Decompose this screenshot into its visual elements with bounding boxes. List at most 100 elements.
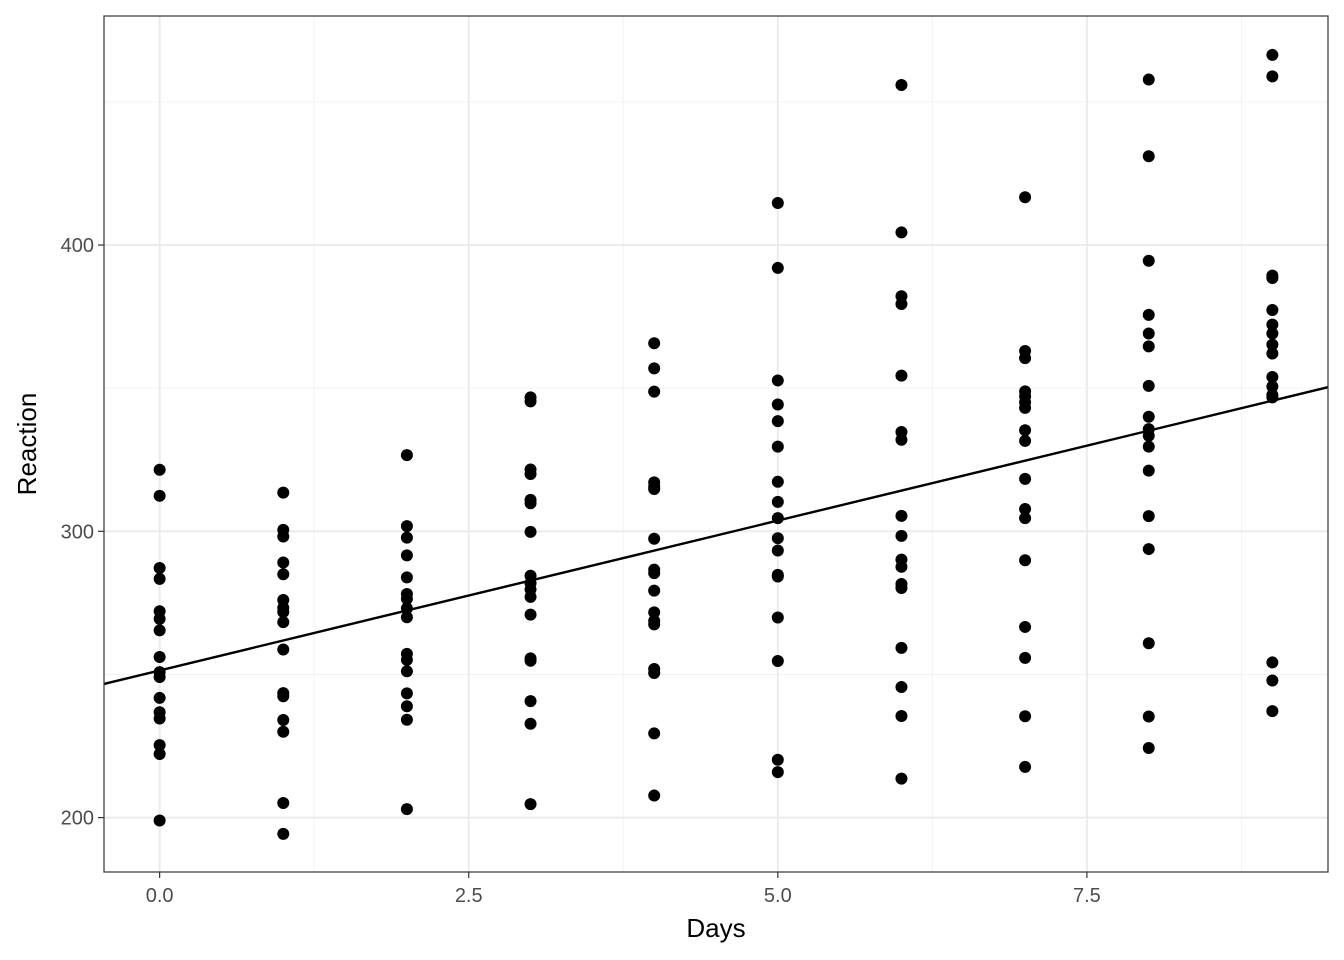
data-point: [1266, 705, 1279, 718]
data-point: [1142, 637, 1155, 650]
data-point: [153, 463, 166, 476]
x-axis-title: Days: [686, 913, 745, 943]
data-point: [153, 739, 166, 752]
data-point: [1142, 440, 1155, 453]
data-point: [1142, 379, 1155, 392]
data-point: [771, 196, 784, 209]
x-tick-label: 2.5: [455, 885, 483, 907]
data-point: [771, 532, 784, 545]
data-point: [153, 814, 166, 827]
trend-line-group: [103, 386, 1329, 686]
data-point: [400, 687, 413, 700]
data-point: [400, 592, 413, 605]
data-point: [153, 671, 166, 684]
data-point: [400, 549, 413, 562]
data-point: [1266, 674, 1279, 687]
data-point: [648, 584, 661, 597]
data-point: [895, 78, 908, 91]
data-point: [153, 561, 166, 574]
data-point: [1266, 391, 1279, 404]
data-point: [895, 298, 908, 311]
data-point: [1266, 318, 1279, 331]
data-point: [895, 529, 908, 542]
data-point: [1019, 620, 1032, 633]
data-point: [771, 753, 784, 766]
data-point: [771, 475, 784, 488]
data-point: [771, 544, 784, 557]
data-point: [895, 709, 908, 722]
data-point: [400, 449, 413, 462]
data-point: [895, 560, 908, 573]
data-point: [648, 727, 661, 740]
data-point: [1142, 429, 1155, 442]
data-point: [400, 602, 413, 615]
data-point: [771, 655, 784, 668]
data-point: [648, 667, 661, 680]
data-point: [771, 495, 784, 508]
data-point: [1266, 380, 1279, 393]
data-point: [153, 691, 166, 704]
data-point: [1019, 401, 1032, 414]
data-point: [1266, 371, 1279, 384]
data-point: [1142, 73, 1155, 86]
data-point: [648, 789, 661, 802]
y-tick-label: 200: [61, 808, 94, 830]
data-point: [1019, 352, 1032, 365]
data-point: [153, 712, 166, 725]
data-point: [400, 611, 413, 624]
grid-lines: [104, 16, 1328, 872]
data-point: [277, 827, 290, 840]
data-point: [1266, 338, 1279, 351]
data-point: [277, 486, 290, 499]
data-point: [277, 713, 290, 726]
data-point: [524, 468, 537, 481]
data-point: [771, 570, 784, 583]
x-tick-label: 0.0: [146, 885, 174, 907]
data-point: [1142, 308, 1155, 321]
data-point: [400, 700, 413, 713]
data-point: [524, 525, 537, 538]
data-point: [648, 606, 661, 619]
data-point: [277, 606, 290, 619]
data-point: [277, 616, 290, 629]
data-point: [277, 725, 290, 738]
data-point: [153, 612, 166, 625]
data-point: [1142, 150, 1155, 163]
data-point: [771, 512, 784, 525]
data-point: [1019, 502, 1032, 515]
data-point: [648, 337, 661, 350]
data-point: [648, 385, 661, 398]
data-point: [524, 654, 537, 667]
data-point: [648, 618, 661, 631]
data-point: [1266, 304, 1279, 317]
data-point: [1142, 742, 1155, 755]
data-point: [1019, 554, 1032, 567]
data-point: [277, 690, 290, 703]
data-point: [1019, 434, 1032, 447]
data-point: [1142, 710, 1155, 723]
data-point: [1019, 651, 1032, 664]
data-point: [400, 571, 413, 584]
data-point: [771, 374, 784, 387]
data-point: [648, 482, 661, 495]
data-point: [1266, 271, 1279, 284]
y-tick-label: 400: [61, 235, 94, 257]
data-point: [400, 665, 413, 678]
data-point: [524, 717, 537, 730]
data-point: [1142, 410, 1155, 423]
data-point: [277, 568, 290, 581]
data-point: [895, 226, 908, 239]
data-point: [400, 531, 413, 544]
data-point: [524, 497, 537, 510]
data-point: [153, 650, 166, 663]
data-point: [153, 572, 166, 585]
data-point: [400, 803, 413, 816]
data-point: [153, 624, 166, 637]
data-point: [1142, 464, 1155, 477]
data-point: [1142, 254, 1155, 267]
data-point: [277, 556, 290, 569]
data-point: [1266, 347, 1279, 360]
data-point: [648, 532, 661, 545]
data-point: [1019, 472, 1032, 485]
